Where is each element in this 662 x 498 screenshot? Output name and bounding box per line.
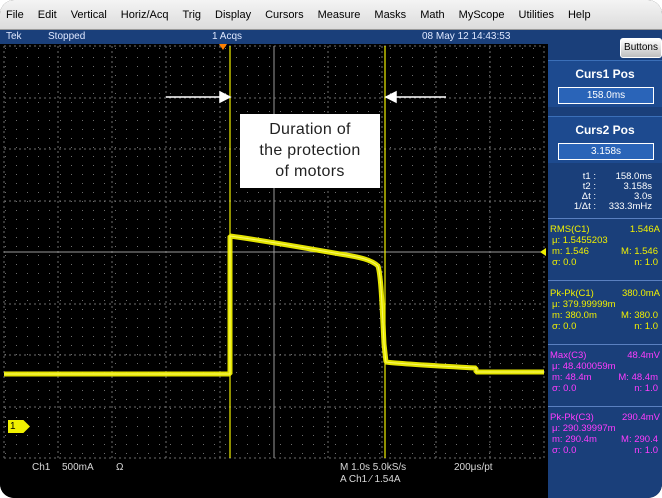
meas-min: m: 380.0m [552,310,597,321]
meas-value: 1.546A [629,224,660,235]
meas-count: n: 1.0 [634,257,658,268]
meas-min: m: 48.4m [552,372,592,383]
timebase[interactable]: M 1.0s 5.0kS/s [340,462,407,473]
divider [548,218,662,219]
meas-value: 380.0mA [621,288,660,299]
meas-count: n: 1.0 [634,321,658,332]
menu-utilities[interactable]: Utilities [518,8,554,21]
status-bar: Tek Stopped 1 Acqs 08 May 12 14:43:53 [0,30,548,44]
menu-myscope[interactable]: MyScope [458,8,505,21]
divider [548,280,662,281]
meas-min: m: 290.4m [552,434,597,445]
menu-help[interactable]: Help [567,8,591,21]
meas-count: n: 1.0 [634,383,658,394]
meas-mean: μ: 379.99999m [552,299,616,310]
readout-value: 158.0ms [615,171,652,182]
menu-trig[interactable]: Trig [182,8,202,21]
reference-arrow-icon [540,248,546,256]
meas-max: M: 380.0 [621,310,658,321]
graticule-svg [0,44,548,460]
meas-sigma: σ: 0.0 [552,445,577,456]
meas-count: n: 1.0 [634,445,658,456]
menu-math[interactable]: Math [420,8,445,21]
impedance-icon: Ω [116,462,124,473]
waveform-display[interactable]: 1 Duration of the protection of motors [0,44,548,460]
ch1-ground-marker[interactable]: 1 [8,420,30,433]
bottom-status: Ch1 500mA Ω M 1.0s 5.0kS/s 200μs/pt A Ch… [0,460,548,498]
meas-name: Pk-Pk(C3) [550,412,594,423]
trigger-position-icon [219,44,227,50]
readout-value: 3.158s [623,181,652,192]
buttons-button[interactable]: Buttons [620,38,662,58]
meas-sigma: σ: 0.0 [552,383,577,394]
meas-mean: μ: 1.5455203 [552,235,608,246]
curs2-title: Curs2 Pos [575,123,635,137]
meas-max: M: 290.4 [621,434,658,445]
resolution: 200μs/pt [454,462,493,473]
date-time: 08 May 12 14:43:53 [422,31,511,42]
acquisition-count: 1 Acqs [212,31,243,42]
curs1-value[interactable]: 158.0ms [558,87,654,104]
meas-max: M: 1.546 [621,246,658,257]
curs2-control[interactable]: Curs2 Pos 3.158s [548,116,662,163]
curs1-control[interactable]: Curs1 Pos 158.0ms [548,60,662,107]
cursor-readout: t1 : 158.0ms t2 : 3.158s Δt : 3.0s 1/Δt : 33… [548,172,662,212]
meas-min: m: 1.546 [552,246,589,257]
meas-sigma: σ: 0.0 [552,321,577,332]
annotation-line-1: Duration of [269,121,351,138]
annotation-box: Duration of the protection of motors [240,114,380,188]
menu-cursors[interactable]: Cursors [265,8,304,21]
meas-name: RMS(C1) [550,224,590,235]
brand-label: Tek [6,31,22,42]
measurement-max-c3[interactable]: Max(C3) 48.4mV μ: 48.400059m m: 48.4m M: 4… [548,350,662,394]
readout-key: t2 : [582,181,596,192]
menu-horiz-acq[interactable]: Horiz/Acq [120,8,169,21]
meas-mean: μ: 290.39997m [552,423,616,434]
meas-name: Max(C3) [550,350,587,361]
menu-display[interactable]: Display [215,8,252,21]
meas-max: M: 48.4m [618,372,658,383]
measurement-pkpk-c3[interactable]: Pk-Pk(C3) 290.4mV μ: 290.39997m m: 290.4m… [548,412,662,456]
menu-bar: File Edit Vertical Horiz/Acq Trig Displa… [0,0,662,30]
meas-value: 290.4mV [621,412,660,423]
measurement-rms-c1[interactable]: RMS(C1) 1.546A μ: 1.5455203 m: 1.546 M: 1.… [548,224,662,268]
menu-file[interactable]: File [6,8,24,21]
readout-value: 3.0s [634,191,652,202]
menu-vertical[interactable]: Vertical [70,8,107,21]
annotation-line-2: the protection [259,142,361,159]
ch1-waveform [4,233,544,377]
run-state: Stopped [48,31,86,42]
right-panel: Buttons Curs1 Pos 158.0ms Curs2 Pos 3.15… [548,30,662,498]
menu-measure[interactable]: Measure [317,8,361,21]
divider [548,344,662,345]
trigger-info[interactable]: A Ch1 ⁄ 1.54A [340,474,401,485]
channel-label[interactable]: Ch1 [32,462,51,473]
readout-key: 1/Δt : [573,201,596,212]
channel-scale[interactable]: 500mA [62,462,94,473]
meas-value: 48.4mV [627,350,660,361]
curs2-value[interactable]: 3.158s [558,143,654,160]
annotation-line-3: of motors [275,163,345,180]
meas-name: Pk-Pk(C1) [550,288,594,299]
curs1-title: Curs1 Pos [575,67,635,81]
meas-mean: μ: 48.400059m [552,361,616,372]
meas-sigma: σ: 0.0 [552,257,577,268]
annotation-arrows [166,90,446,104]
measurement-pkpk-c1[interactable]: Pk-Pk(C1) 380.0mA μ: 379.99999m m: 380.0m… [548,288,662,332]
divider [548,406,662,407]
readout-key: Δt : [581,191,596,202]
menu-masks[interactable]: Masks [374,8,407,21]
readout-key: t1 : [582,171,596,182]
readout-value: 333.3mHz [608,201,652,212]
menu-edit[interactable]: Edit [37,8,57,21]
